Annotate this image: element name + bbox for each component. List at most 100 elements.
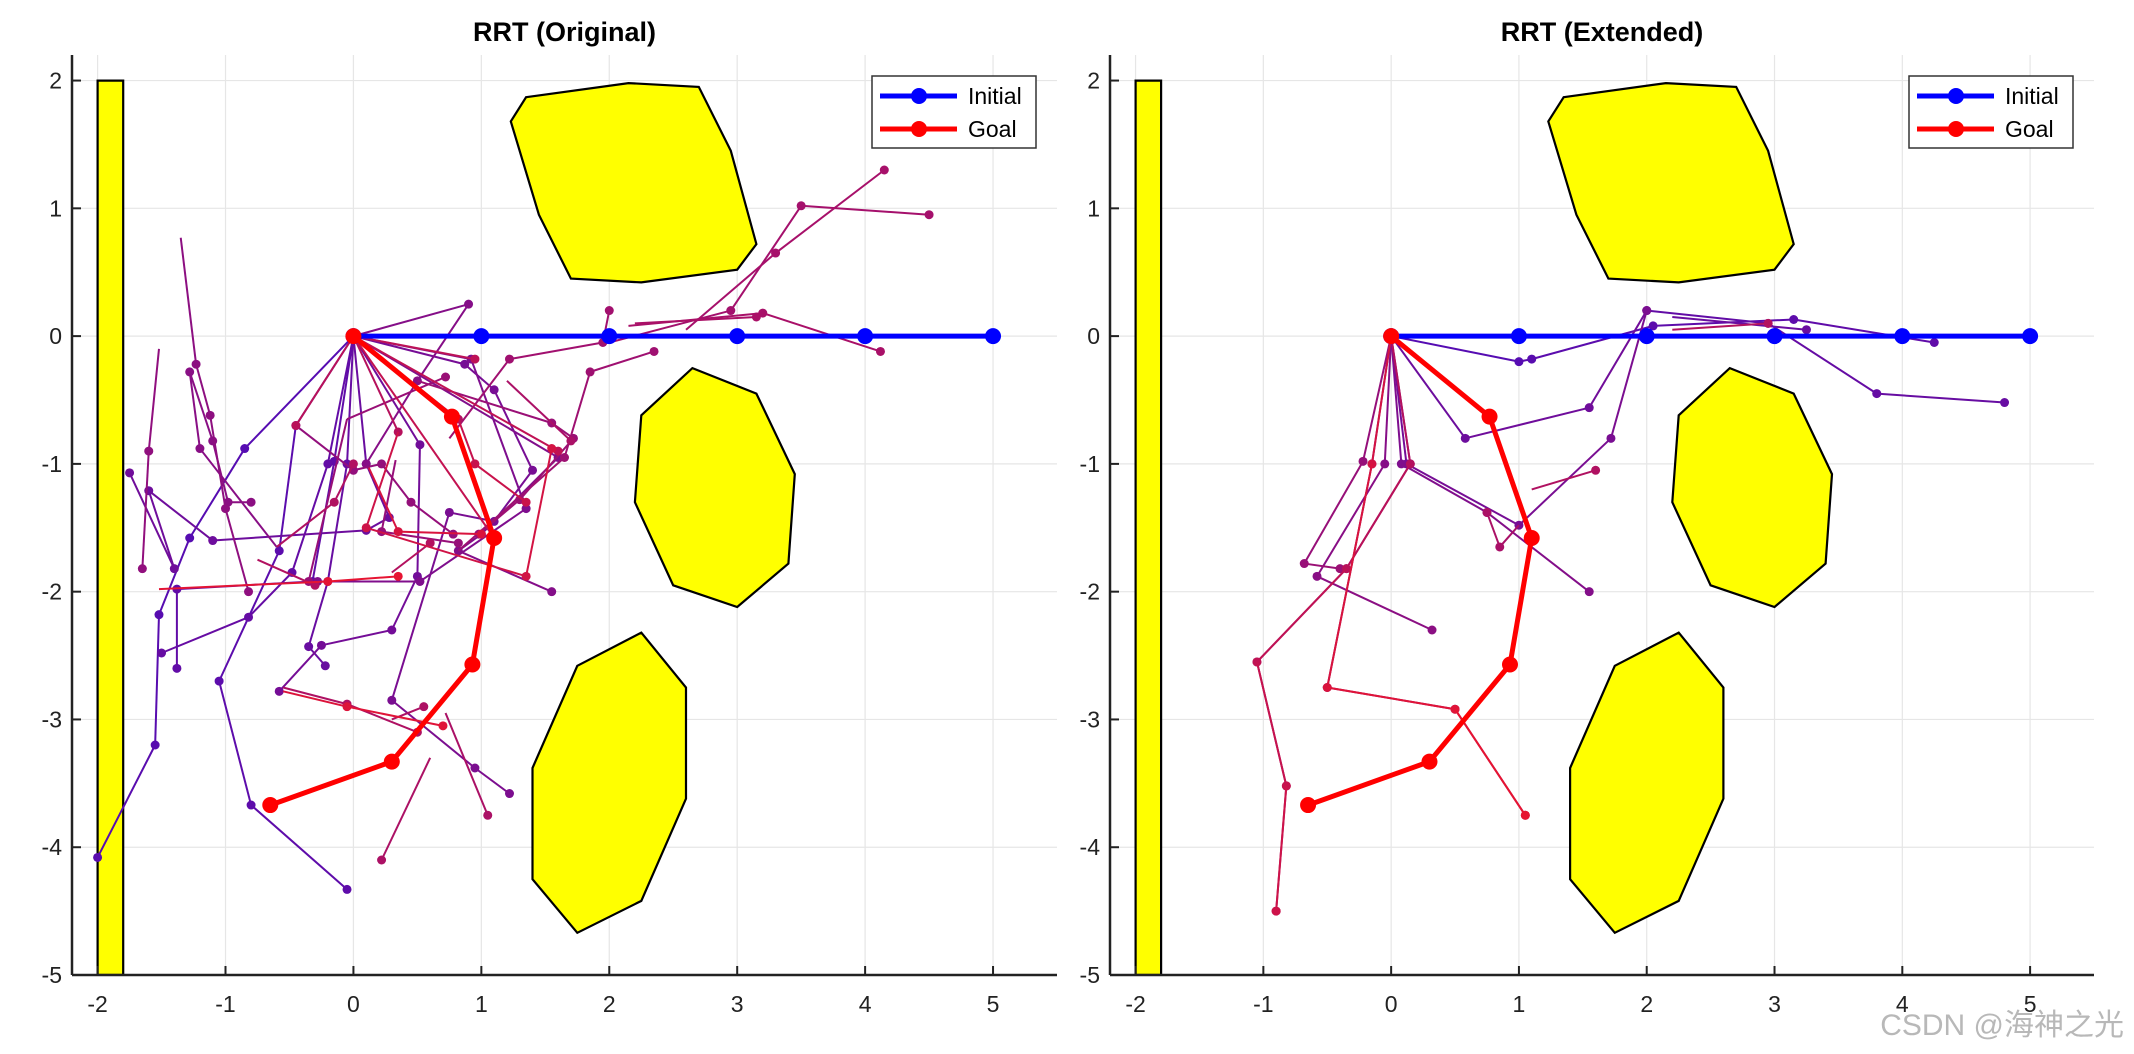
- tree-edge: [250, 804, 348, 891]
- tree-edge: [634, 315, 757, 325]
- tree-edge: [1362, 335, 1393, 462]
- tree-node: [348, 459, 358, 469]
- goal-path-line: [1307, 334, 1535, 808]
- y-tick-label: 0: [49, 323, 62, 349]
- y-tick-label: -4: [1080, 834, 1101, 860]
- x-tick-label: 4: [1896, 991, 1909, 1017]
- goal-tree-node: [438, 721, 448, 731]
- goal-tree-node: [470, 354, 480, 364]
- tree-edge: [148, 489, 214, 542]
- goal-tree-edge: [365, 431, 400, 529]
- tree-edge: [326, 335, 355, 465]
- y-tick-label: 2: [49, 68, 62, 94]
- tree-edge: [188, 371, 214, 442]
- goal-path-marker: [383, 753, 400, 770]
- tree-edge: [276, 501, 335, 548]
- tree-edge: [352, 336, 368, 464]
- y-tick-label: 2: [1087, 68, 1100, 94]
- goal-tree-edge: [1275, 785, 1288, 912]
- tree-edge: [589, 350, 655, 373]
- goal-tree-edge: [365, 526, 527, 578]
- tree-edge: [147, 348, 160, 452]
- tree-node: [377, 855, 387, 865]
- goal-path-marker: [345, 328, 362, 345]
- tree-edge: [199, 447, 278, 548]
- tree-edge: [1646, 309, 1769, 325]
- x-tick-label: 5: [987, 991, 1000, 1017]
- x-tick-label: -2: [1125, 991, 1145, 1017]
- tree-edge: [212, 529, 367, 542]
- tree-node: [453, 538, 463, 548]
- left-chart-panel: -2 -1 0 1 2 3 4 5 -5 -4 -3 -2 -1 0 1 2 RRT (Original) Ini…: [42, 17, 1057, 1017]
- tree-node: [157, 648, 167, 658]
- right-chart-panel: -2 -1 0 1 2 3 4 5 -5 -4 -3 -2 -1 0 1 2 RRT (Extended) Ini…: [1080, 17, 2094, 1017]
- plot-area: [93, 79, 1002, 975]
- goal-tree-node: [1520, 810, 1530, 820]
- initial-path-marker: [1638, 328, 1655, 345]
- tree-node: [246, 497, 256, 507]
- goal-tree-edge: [398, 530, 482, 536]
- x-tick-label: 3: [731, 991, 744, 1017]
- y-tick-label: -3: [1080, 706, 1100, 732]
- tree-edge: [774, 169, 885, 254]
- tree-edge: [1609, 310, 1648, 439]
- tree-edge: [380, 757, 432, 861]
- tree-edge: [1876, 392, 2005, 404]
- legend-label: Goal: [2005, 116, 2054, 142]
- initial-path-marker: [473, 328, 490, 345]
- tree-node: [1763, 318, 1773, 328]
- tree-edge: [457, 549, 553, 593]
- goal-tree-edge: [1255, 661, 1288, 787]
- initial-path-marker: [985, 328, 1002, 345]
- legend-marker: [1948, 88, 1964, 104]
- goal-tree-edge: [352, 335, 495, 539]
- tree-edge: [188, 448, 246, 539]
- initial-path-marker: [601, 328, 618, 345]
- y-tick-label: 1: [49, 195, 62, 221]
- tree-edge: [353, 462, 382, 472]
- tree-edge: [478, 498, 521, 535]
- tree-edge: [762, 312, 881, 353]
- goal-tree-edge: [158, 580, 328, 591]
- tree-edge: [195, 363, 212, 416]
- tree-edge: [801, 204, 930, 216]
- tree-edge: [506, 380, 572, 442]
- tree-node: [125, 468, 135, 478]
- tree-node: [1591, 465, 1601, 475]
- tree-edge: [380, 459, 397, 532]
- goal-tree-edge: [367, 467, 400, 533]
- tree-node: [342, 884, 352, 894]
- x-tick-label: 3: [1768, 991, 1781, 1017]
- x-tick-label: 0: [1385, 991, 1398, 1017]
- tree-edge: [307, 581, 329, 647]
- tree-node: [879, 165, 889, 175]
- obstacle: [1568, 631, 1725, 935]
- tree-edge: [209, 415, 227, 509]
- tree-edge: [147, 490, 176, 569]
- tree-edge: [1303, 460, 1364, 565]
- goal-path-marker: [1383, 328, 1400, 345]
- tree-edge: [278, 644, 323, 693]
- tree-edge: [188, 371, 201, 449]
- tree-edge: [1304, 562, 1341, 570]
- goal-path-line: [269, 334, 497, 808]
- x-tick-label: 0: [347, 991, 360, 1017]
- tree-edge: [1672, 322, 1769, 331]
- tree-edge: [390, 575, 419, 631]
- initial-path-marker: [729, 328, 746, 345]
- tree-edge: [179, 237, 198, 365]
- tree-edge: [1316, 575, 1433, 631]
- tree-node: [1482, 507, 1492, 517]
- tree-node: [604, 306, 614, 316]
- tree-edge: [243, 335, 355, 450]
- chart-title: RRT (Original): [473, 17, 656, 47]
- tree-edge: [278, 425, 297, 551]
- tree-edge: [1316, 463, 1386, 577]
- tree-edge: [417, 379, 553, 424]
- tree-node: [320, 661, 330, 671]
- legend: Initial Goal: [871, 75, 1037, 149]
- x-tick-label: 5: [2024, 991, 2037, 1017]
- goal-tree-edge: [1256, 567, 1348, 663]
- y-tick-label: -1: [1080, 451, 1100, 477]
- tree-node: [2000, 398, 2010, 408]
